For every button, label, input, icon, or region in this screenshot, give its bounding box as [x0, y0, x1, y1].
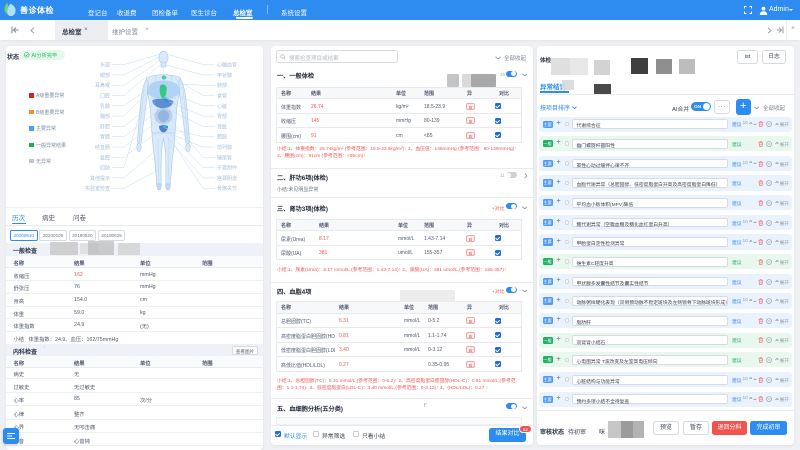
- svg-text:胃肠: 胃肠: [100, 134, 110, 141]
- svg-text:心脏: 心脏: [217, 103, 227, 110]
- svg-text:前列腺: 前列腺: [217, 144, 232, 151]
- svg-text:四肢: 四肢: [100, 165, 110, 172]
- svg-text:输尿管: 输尿管: [217, 154, 232, 161]
- svg-text:肾脏: 肾脏: [217, 123, 227, 130]
- svg-text:肺部: 肺部: [217, 82, 227, 89]
- svg-text:胃部: 胃部: [217, 113, 227, 120]
- svg-text:子宫附件: 子宫附件: [217, 165, 237, 172]
- svg-text:甲状腺: 甲状腺: [217, 72, 232, 79]
- svg-text:肝胆: 肝胆: [100, 124, 110, 130]
- svg-text:胸部: 胸部: [100, 113, 110, 120]
- svg-text:其他提示: 其他提示: [90, 175, 110, 182]
- svg-text:膀胱: 膀胱: [217, 134, 227, 141]
- svg-text:口腔: 口腔: [100, 93, 110, 100]
- svg-text:盆腔: 盆腔: [100, 154, 110, 161]
- svg-text:头部: 头部: [100, 62, 110, 69]
- svg-text:结直肠: 结直肠: [95, 144, 110, 151]
- svg-text:食管: 食管: [217, 93, 227, 100]
- svg-text:心脑血管: 心脑血管: [217, 62, 237, 69]
- svg-text:眼部: 眼部: [100, 72, 110, 79]
- svg-text:耳鼻喉: 耳鼻喉: [95, 82, 110, 89]
- svg-text:骨骼关节: 骨骼关节: [217, 185, 237, 192]
- svg-text:实验室检查: 实验室检查: [85, 185, 110, 192]
- svg-text:乳腺: 乳腺: [100, 103, 110, 110]
- svg-text:宫颈阴道: 宫颈阴道: [217, 175, 237, 182]
